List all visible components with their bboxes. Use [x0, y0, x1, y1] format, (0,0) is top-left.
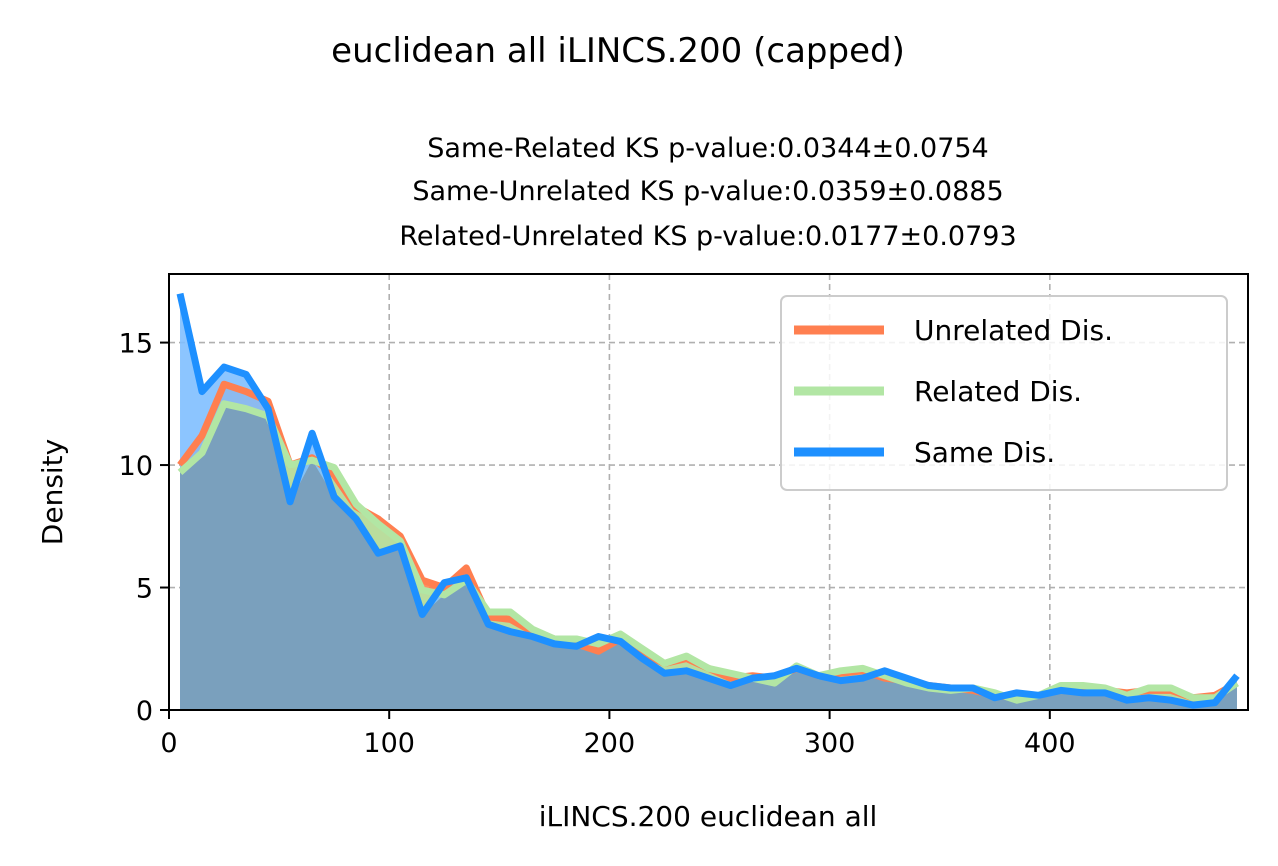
overlap-fill [180, 403, 1237, 710]
y-axis-label: Density [36, 439, 69, 545]
x-tick-label: 0 [160, 728, 177, 759]
series-line-3 [176, 292, 1240, 709]
subtitle-line-1: Same-Related KS p-value:0.0344±0.0754 [427, 133, 988, 164]
y-tick-label: 10 [119, 451, 153, 482]
legend-label-3: Same Dis. [914, 436, 1055, 469]
x-axis: 0 100 200 300 400 [160, 710, 1076, 759]
subtitle-line-3: Related-Unrelated KS p-value:0.0177±0.07… [399, 221, 1016, 252]
x-axis-label: iLINCS.200 euclidean all [539, 800, 878, 833]
series-fills [180, 293, 1237, 710]
legend: Unrelated Dis. Related Dis. Same Dis. [780, 295, 1228, 491]
y-tick-label: 15 [119, 329, 153, 360]
series-lines [176, 292, 1240, 709]
legend-box [780, 295, 1228, 491]
x-tick-label: 400 [1024, 728, 1076, 759]
plot-frame [168, 273, 1249, 711]
y-axis: 0 5 10 15 [119, 329, 169, 727]
y-tick-label: 0 [136, 696, 153, 727]
series-line-2 [177, 400, 1239, 704]
legend-label-1: Unrelated Dis. [914, 314, 1113, 347]
x-tick-label: 100 [363, 728, 415, 759]
legend-label-2: Related Dis. [914, 375, 1082, 408]
subtitle-line-2: Same-Unrelated KS p-value:0.0359±0.0885 [412, 176, 1003, 207]
x-tick-label: 200 [584, 728, 636, 759]
chart-title: euclidean all iLINCS.200 (capped) [331, 31, 905, 71]
x-tick-label: 300 [804, 728, 856, 759]
y-tick-label: 5 [136, 574, 153, 605]
